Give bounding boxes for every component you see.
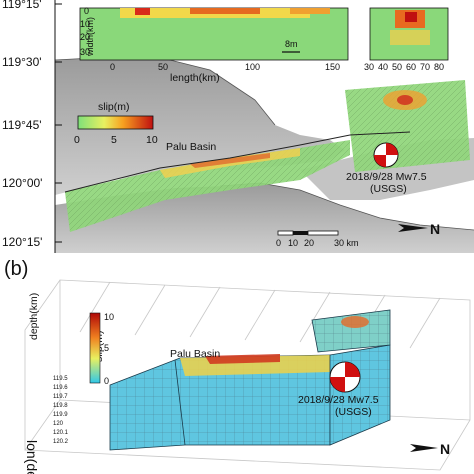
north-label-a: N — [430, 221, 440, 237]
lon-tick-3: 119.7 — [53, 394, 68, 400]
colorbar-a-tick-10: 10 — [146, 134, 158, 146]
colorbar-a-title: slip(m) — [98, 101, 130, 113]
latitude-axis: 119°15' 119°30' 119°45' 120°00' 120°15' — [2, 0, 62, 249]
panel-a-map: 119°15' 119°30' 119°45' 120°00' 120°15' … — [2, 0, 474, 253]
scale-tick-10: 10 — [288, 238, 298, 248]
lat-tick-1: 119°15' — [2, 0, 42, 11]
colorbar-b: slip(m) 10 5 0 — [89, 312, 114, 386]
lon-axis-label: lon(deg) — [24, 440, 40, 474]
event-label-b-line2: (USGS) — [335, 406, 372, 418]
inset-slip-map: width(km) 0 10 20 30 0 50 100 150 length… — [79, 6, 349, 84]
colorbar-b-tick-5: 5 — [104, 343, 109, 353]
fault-trace — [64, 131, 411, 193]
scale-tick-30: 30 km — [334, 238, 359, 248]
vector-scale-label: 8m — [285, 39, 298, 49]
lon-tick-1: 119.5 — [53, 376, 68, 382]
inset-xtick-50: 50 — [158, 62, 168, 72]
north-arrow-a: N — [398, 221, 440, 237]
inset-xtick-100: 100 — [245, 62, 260, 72]
scale-tick-0: 0 — [276, 238, 281, 248]
inset-xtick-0: 0 — [110, 62, 115, 72]
lat-tick-5: 120°15' — [2, 235, 42, 249]
event-label-a-line1: 2018/9/28 Mw7.5 — [346, 171, 427, 183]
inset-small-xtick-50: 50 — [392, 62, 402, 72]
box-frame — [24, 279, 471, 471]
palu-basin-label-a: Palu Basin — [166, 141, 216, 153]
inset-small-xtick-30: 30 — [364, 62, 374, 72]
lon-tick-6: 120 — [53, 421, 64, 427]
lon-tick-4: 119.8 — [53, 403, 68, 409]
colorbar-b-tick-0: 0 — [104, 376, 109, 386]
lat-tick-4: 120°00' — [2, 176, 42, 190]
north-arrow-b: N — [410, 441, 450, 457]
colorbar-a: slip(m) 0 5 10 — [74, 101, 158, 146]
beachball-a — [373, 142, 399, 168]
lat-tick-3: 119°45' — [2, 118, 42, 132]
colorbar-a-tick-5: 5 — [111, 134, 117, 146]
scale-tick-20: 20 — [304, 238, 314, 248]
event-label-a-line2: (USGS) — [370, 183, 407, 195]
depth-axis-label: depth(km) — [28, 293, 40, 340]
palu-basin-label-b: Palu Basin — [170, 348, 220, 360]
panel-b-3d: (b) depth(km) lon(deg) 119.5 — [4, 258, 471, 474]
inset-slip-map-small: 30 40 50 60 70 80 — [364, 7, 449, 72]
north-label-b: N — [440, 441, 450, 457]
inset-xtick-150: 150 — [325, 62, 340, 72]
lon-tick-2: 119.6 — [53, 385, 68, 391]
inset-small-xtick-60: 60 — [406, 62, 416, 72]
scale-bar: 0 10 20 30 km — [276, 230, 359, 248]
lat-tick-2: 119°30' — [2, 55, 42, 69]
inset-ytick-10: 10 — [80, 19, 90, 29]
colorbar-b-tick-10: 10 — [104, 312, 114, 322]
lon-tick-7: 120.1 — [53, 430, 69, 436]
lon-ticks: 119.5 119.6 119.7 119.8 119.9 120 120.1 … — [53, 376, 69, 445]
lon-tick-5: 119.9 — [53, 412, 68, 418]
lon-tick-8: 120.2 — [53, 439, 69, 445]
beachball-b — [329, 361, 361, 393]
inset-xlabel: length(km) — [170, 72, 220, 84]
inset-small-xtick-70: 70 — [420, 62, 430, 72]
inset-ytick-30: 30 — [80, 47, 90, 57]
colorbar-b-bar — [89, 312, 101, 384]
panel-b-label: (b) — [4, 258, 28, 280]
inset-ylabel: width(km) — [85, 17, 95, 57]
inset-small-xtick-40: 40 — [378, 62, 388, 72]
inset-small-xtick-80: 80 — [434, 62, 444, 72]
event-label-b-line1: 2018/9/28 Mw7.5 — [298, 394, 379, 406]
slip-peak-band — [190, 153, 270, 168]
colorbar-a-tick-0: 0 — [74, 134, 80, 146]
inset-ytick-20: 20 — [80, 32, 90, 42]
inset-ytick-0: 0 — [84, 6, 89, 16]
colorbar-a-bar — [77, 115, 154, 130]
